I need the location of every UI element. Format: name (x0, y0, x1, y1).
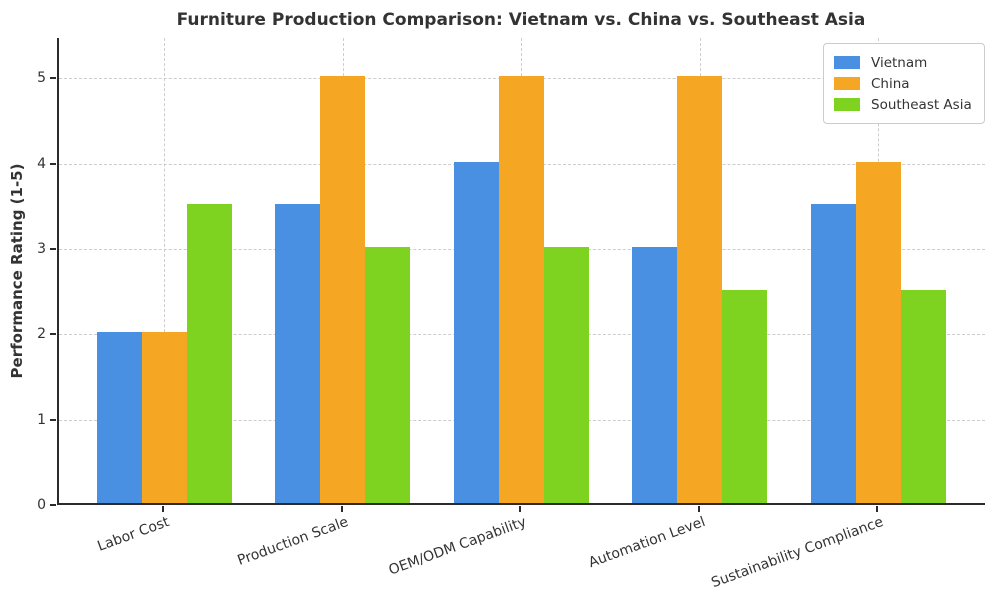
y-tick-mark (50, 418, 56, 421)
legend-swatch-southeast-asia (834, 98, 860, 111)
bar-vietnam-sustainability-compliance (810, 204, 856, 503)
x-tick-mark (519, 506, 521, 512)
bar-vietnam-oem-odm-capability (453, 161, 499, 503)
y-tick-label-0: 0 (37, 497, 46, 513)
legend: Vietnam China Southeast Asia (823, 43, 985, 124)
y-tick-mark (50, 247, 56, 250)
y-tick-mark (50, 162, 56, 165)
legend-item-southeast-asia: Southeast Asia (834, 94, 974, 115)
y-tick-label-3: 3 (37, 240, 46, 257)
x-tick-mark (876, 506, 878, 512)
bar-southeast-asia-automation-level (722, 289, 767, 503)
bar-southeast-asia-oem-odm-capability (543, 246, 589, 503)
legend-label-southeast-asia: Southeast Asia (871, 96, 972, 113)
bar-china-sustainability-compliance (855, 161, 901, 503)
legend-item-china: China (834, 73, 974, 94)
bar-southeast-asia-production-scale (365, 246, 410, 503)
legend-item-vietnam: Vietnam (834, 52, 974, 73)
y-axis-label: Performance Rating (1-5) (8, 163, 26, 379)
x-tick-mark (697, 506, 700, 512)
x-tick-mark (162, 506, 164, 512)
bar-southeast-asia-sustainability-compliance (900, 289, 946, 503)
bar-china-automation-level (677, 76, 722, 503)
chart-title: Furniture Production Comparison: Vietnam… (176, 10, 866, 30)
legend-swatch-china (834, 77, 860, 90)
bar-southeast-asia-labor-cost (186, 204, 232, 503)
gridline-vertical (164, 38, 165, 503)
legend-swatch-vietnam (834, 56, 860, 69)
bar-vietnam-production-scale (275, 204, 320, 503)
y-tick-mark (50, 504, 56, 506)
bar-china-oem-odm-capability (498, 76, 544, 503)
y-tick-mark (50, 77, 56, 80)
plot-area (57, 38, 985, 505)
bar-china-labor-cost (141, 332, 187, 503)
y-tick-label-4: 4 (37, 155, 46, 172)
x-tick-label-automation-level: Automation Level (585, 514, 707, 572)
x-tick-label-labor-cost: Labor Cost (95, 514, 172, 555)
y-tick-label-5: 5 (37, 70, 46, 87)
x-tick-label-sustainability-compliance: Sustainability Compliance (709, 514, 886, 592)
bar-vietnam-automation-level (632, 246, 677, 503)
x-tick-mark (340, 506, 343, 512)
y-tick-label-2: 2 (37, 326, 46, 343)
legend-label-vietnam: Vietnam (871, 54, 928, 71)
y-tick-label-1: 1 (37, 411, 46, 428)
legend-label-china: China (871, 75, 910, 92)
x-tick-label-oem-odm-capability: OEM/ODM Capability (386, 514, 529, 579)
x-tick-label-production-scale: Production Scale (234, 514, 350, 569)
bar-vietnam-labor-cost (96, 332, 142, 503)
y-tick-mark (50, 333, 56, 336)
bar-china-production-scale (320, 76, 365, 503)
